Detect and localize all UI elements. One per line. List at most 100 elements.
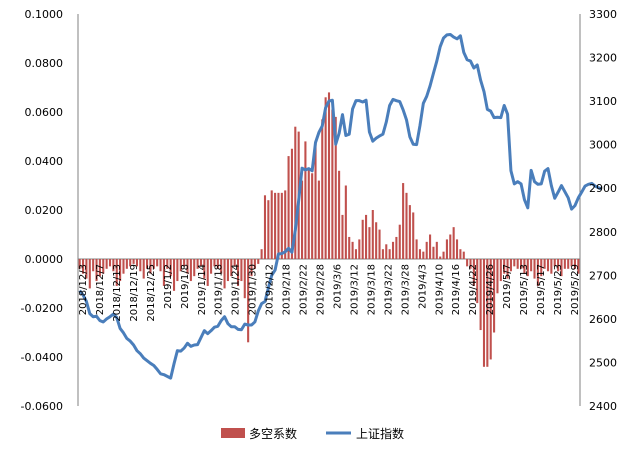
bar <box>210 259 213 274</box>
bar <box>236 259 240 286</box>
bar <box>573 259 576 269</box>
bar <box>226 259 229 282</box>
x-tick-label: 2019/5/23 <box>553 264 564 315</box>
bar <box>193 259 196 277</box>
bar <box>361 219 364 259</box>
left-tick-label: -0.0400 <box>21 351 63 364</box>
bar <box>466 259 469 267</box>
bar <box>240 259 243 282</box>
bar <box>176 259 179 282</box>
bar <box>230 259 233 277</box>
bar <box>429 234 432 259</box>
x-tick-label: 2019/4/26 <box>485 264 496 315</box>
bar <box>263 195 267 259</box>
left-tick-label: 0.0800 <box>25 57 64 70</box>
index-line <box>78 32 603 380</box>
bar <box>405 192 408 259</box>
right-tick-label: 2800 <box>589 226 617 239</box>
bar <box>267 200 270 259</box>
bar <box>506 259 509 279</box>
right-tick-label: 2400 <box>589 400 617 413</box>
bar <box>371 210 374 259</box>
bar <box>432 246 435 259</box>
bar <box>274 192 277 259</box>
bar <box>260 249 263 259</box>
bar <box>270 190 273 259</box>
bar <box>341 214 344 259</box>
bar <box>381 249 384 259</box>
bar <box>398 224 401 259</box>
bar <box>105 259 108 269</box>
bar <box>412 212 415 259</box>
bar <box>577 259 580 274</box>
bar-series-long-short-coefficient <box>78 92 580 367</box>
bar <box>402 183 405 259</box>
bar <box>277 192 280 259</box>
bar <box>98 259 101 277</box>
bar <box>570 259 573 267</box>
bar <box>149 259 152 274</box>
bar <box>523 259 526 274</box>
bar <box>486 259 489 367</box>
bar <box>82 259 85 274</box>
bar <box>119 259 122 282</box>
x-tick-label: 2019/2/12 <box>265 264 276 315</box>
x-tick-label: 2019/1/24 <box>231 264 242 315</box>
left-tick-label: -0.0200 <box>21 302 63 315</box>
bar <box>317 180 320 259</box>
bar <box>159 259 162 272</box>
bar <box>391 241 395 259</box>
bar <box>203 259 206 279</box>
bar <box>445 239 448 259</box>
bar <box>469 259 472 269</box>
bar <box>142 259 145 279</box>
x-tick-label: 2019/2/28 <box>316 264 327 315</box>
line-series-shanghai-index <box>78 32 603 380</box>
x-tick-label: 2019/3/18 <box>366 264 377 315</box>
x-tick-label: 2019/3/28 <box>400 264 411 315</box>
bar <box>179 259 182 272</box>
bar <box>520 259 523 269</box>
bar <box>452 227 455 259</box>
legend-bar-swatch <box>221 428 245 438</box>
bar <box>408 205 411 259</box>
bar <box>169 259 172 277</box>
bar <box>334 116 337 260</box>
right-tick-label: 3200 <box>589 52 617 65</box>
bar <box>563 259 566 269</box>
left-tick-label: 0.0600 <box>25 106 64 119</box>
bar <box>385 244 388 259</box>
bar <box>509 259 512 272</box>
bar <box>311 173 314 259</box>
bar <box>115 259 118 286</box>
bar <box>183 259 186 267</box>
bar <box>321 119 324 259</box>
bar <box>365 214 368 259</box>
left-tick-label: 0.0000 <box>25 253 64 266</box>
x-tick-label: 2019/2/22 <box>299 264 310 315</box>
left-tick-label: 0.0200 <box>25 204 64 217</box>
bar <box>102 259 105 274</box>
bar <box>156 259 159 267</box>
bar <box>304 141 307 259</box>
bar <box>496 259 499 294</box>
bar <box>425 241 428 259</box>
bar <box>462 251 465 259</box>
bar <box>479 259 482 331</box>
bar <box>301 180 304 259</box>
bar <box>368 227 371 259</box>
x-tick-label: 2019/4/3 <box>417 264 428 309</box>
bar <box>172 259 176 291</box>
x-tick-label: 2019/1/18 <box>214 264 225 315</box>
x-tick-label: 2019/2/18 <box>282 264 293 315</box>
x-axis-ticks: 2018/12/3 2018/12/7 2018/12/13 2018/12/19 20… <box>78 264 581 322</box>
bar <box>540 259 543 277</box>
bar <box>196 259 199 269</box>
bar <box>129 259 132 267</box>
bar <box>95 259 98 282</box>
bar <box>567 259 570 269</box>
legend-bar-label: 多空系数 <box>249 426 297 441</box>
bar <box>220 259 223 274</box>
bar <box>85 259 88 279</box>
bar <box>314 143 317 259</box>
